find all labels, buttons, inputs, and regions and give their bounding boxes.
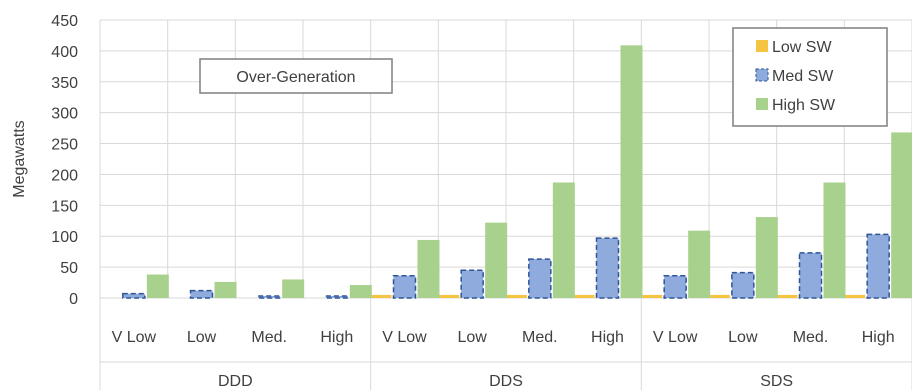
bar-med-sw [731, 271, 755, 299]
bar-low-sw [437, 294, 460, 298]
y-tick-label: 0 [69, 291, 78, 308]
y-tick-label: 400 [51, 44, 78, 61]
legend-label: High SW [772, 97, 836, 114]
bar-low-sw [369, 294, 392, 298]
bar-med-sw [595, 237, 620, 299]
bar-low-sw [775, 294, 798, 298]
x-axis: V Low Low Med. High V Low Low Med. High V Low Low… [99, 298, 912, 390]
x-tick-label: Med. [522, 329, 558, 346]
legend: Low SW Med SW High SW [732, 27, 888, 127]
bar-high-sw [417, 239, 440, 298]
y-tick-label: 300 [51, 106, 78, 123]
bar-high-sw [349, 285, 372, 298]
x-tick-label: V Low [382, 329, 427, 346]
bar-med-sw [460, 269, 484, 299]
bar-low-sw [707, 294, 730, 298]
y-tick-label: 200 [51, 167, 78, 184]
legend-label: Low SW [772, 39, 832, 56]
bar-low-sw [640, 294, 663, 298]
x-group-label: DDD [218, 373, 253, 390]
bar-high-sw [891, 132, 912, 298]
bar-low-sw [843, 294, 866, 298]
x-group-label: SDS [760, 373, 793, 390]
bar-med-sw [528, 258, 552, 299]
bar-low-sw [504, 294, 527, 298]
legend-label: Med SW [772, 68, 834, 85]
bar-med-sw [189, 289, 214, 299]
x-tick-label: Med. [793, 329, 829, 346]
annotation-box: Over-Generation [199, 58, 393, 94]
x-tick-label: High [591, 329, 624, 346]
x-tick-label: Low [728, 329, 758, 346]
x-tick-label: High [320, 329, 353, 346]
y-tick-label: 50 [60, 260, 78, 277]
bar-high-sw [823, 182, 846, 298]
bar-high-sw [688, 230, 711, 298]
y-tick-label: 100 [51, 229, 78, 246]
y-axis-label: Megawatts [11, 120, 28, 197]
y-tick-label: 350 [51, 75, 78, 92]
annotation-text: Over-Generation [236, 69, 355, 86]
bar-high-sw [755, 217, 778, 298]
x-tick-label: V Low [653, 329, 698, 346]
bar-high-sw [214, 281, 237, 298]
bar-high-sw [282, 279, 305, 298]
bar-high-sw [485, 222, 508, 298]
bar-low-sw [572, 294, 595, 298]
bar-med-sw [392, 275, 417, 299]
bar-med-sw [257, 295, 281, 299]
bar-med-sw [866, 233, 890, 299]
x-tick-label: V Low [112, 329, 157, 346]
annotation-frame [199, 58, 393, 94]
x-tick-label: Low [457, 329, 487, 346]
x-tick-label: Med. [251, 329, 287, 346]
y-axis-ticks: 0 50 100 150 200 250 300 350 400 450 [51, 13, 78, 308]
x-tick-label: High [862, 329, 895, 346]
bars [122, 45, 912, 299]
bar-med-sw [798, 252, 823, 299]
bar-high-sw [146, 274, 169, 298]
x-group-label: DDS [489, 373, 523, 390]
bar-med-sw [122, 292, 146, 299]
legend-swatch [756, 98, 768, 110]
bar-high-sw [552, 182, 575, 298]
bar-high-sw [620, 45, 643, 298]
y-tick-label: 150 [51, 198, 78, 215]
y-tick-label: 250 [51, 137, 78, 154]
legend-swatch [755, 68, 769, 82]
y-tick-label: 450 [51, 13, 78, 30]
bar-med-sw [325, 295, 349, 299]
x-tick-label: Low [187, 329, 217, 346]
legend-swatch [756, 40, 768, 52]
bar-med-sw [663, 275, 687, 299]
